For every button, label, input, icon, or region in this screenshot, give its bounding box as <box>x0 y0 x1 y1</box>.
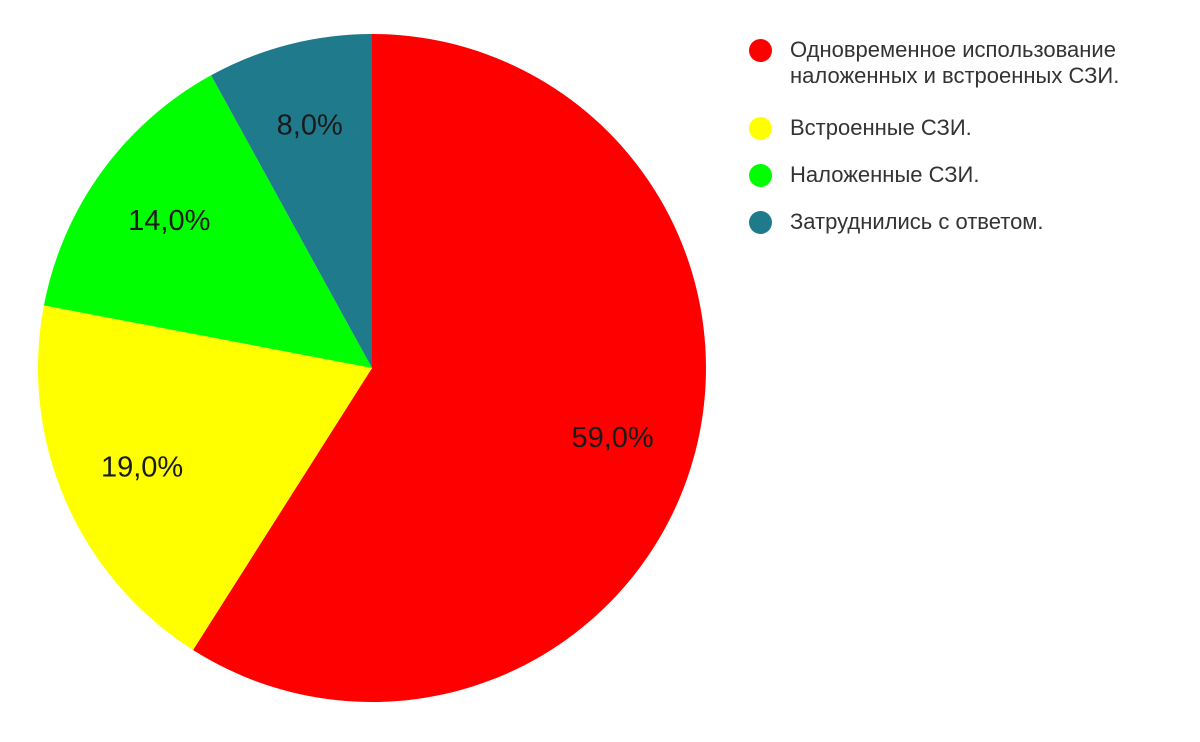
legend-swatch-icon <box>749 39 772 62</box>
legend-swatch-icon <box>749 117 772 140</box>
legend-swatch-icon <box>749 211 772 234</box>
legend-label: Встроенные СЗИ. <box>790 115 972 140</box>
pie-slice-value-label: 19,0% <box>101 452 183 484</box>
pie-chart: 59,0% 19,0% 14,0% 8,0% <box>38 33 706 702</box>
legend-item: Встроенные СЗИ. <box>749 115 1173 141</box>
legend-label: Одновременное использование наложенных и… <box>790 37 1120 88</box>
pie-slice-value-label: 14,0% <box>128 205 210 237</box>
legend-item: Наложенные СЗИ. <box>749 162 1173 188</box>
pie-slice-3 <box>43 75 373 368</box>
legend-item: Одновременное использование наложенных и… <box>749 37 1173 89</box>
legend-item: Затруднились с ответом. <box>749 209 1173 235</box>
legend-label: Наложенные СЗИ. <box>790 162 980 187</box>
legend-swatch-icon <box>749 164 772 187</box>
pie-slice-value-label: 8,0% <box>277 109 343 141</box>
pie-slice-value-label: 59,0% <box>571 422 653 454</box>
pie-slice-2 <box>38 305 373 651</box>
pie-slice-1 <box>193 34 706 702</box>
chart-legend: Одновременное использование наложенных и… <box>749 37 1173 256</box>
pie-slice-4 <box>211 33 372 368</box>
legend-label: Затруднились с ответом. <box>790 209 1044 234</box>
